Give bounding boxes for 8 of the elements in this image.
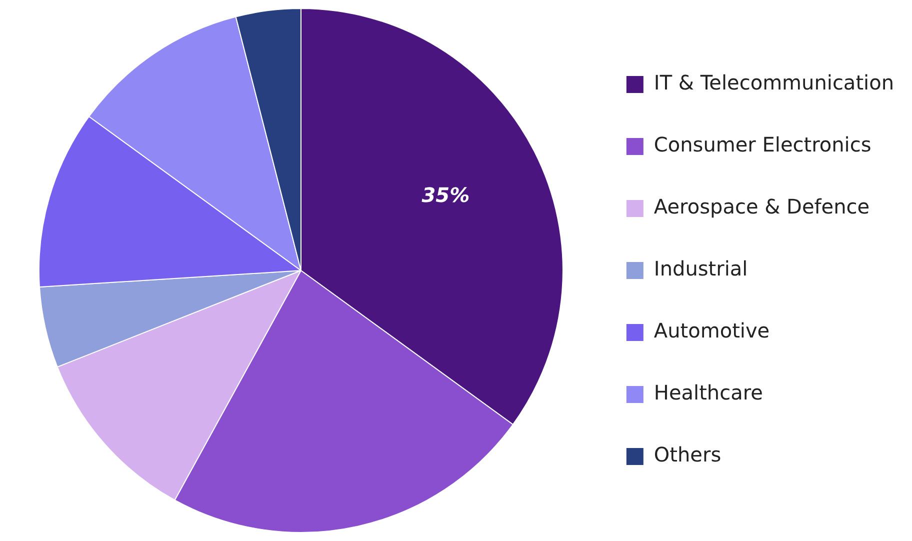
legend-label: Consumer Electronics: [654, 132, 872, 157]
legend-label: IT & Telecommunication: [654, 70, 894, 95]
data-label: 35%: [422, 182, 470, 207]
legend-label: Industrial: [654, 256, 748, 281]
legend-label: Automotive: [654, 318, 770, 343]
legend-label: Aerospace & Defence: [654, 194, 870, 219]
legend-label: Healthcare: [654, 380, 763, 405]
legend-label: Others: [654, 442, 722, 467]
